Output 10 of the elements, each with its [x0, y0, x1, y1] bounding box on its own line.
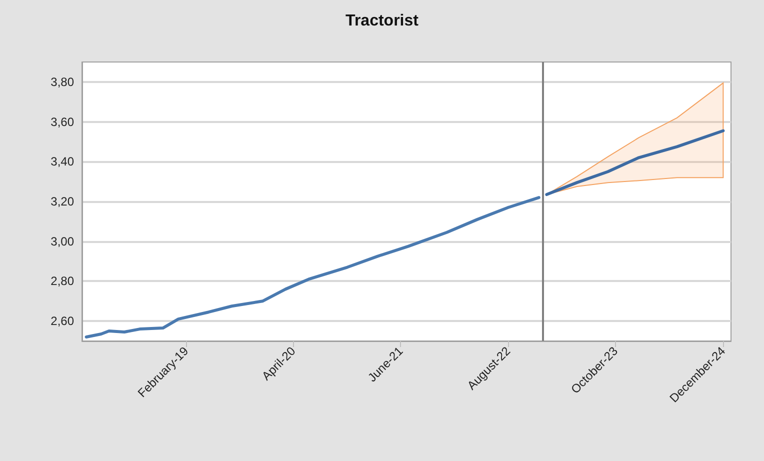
y-tick-label: 3,80: [50, 74, 74, 89]
y-tick-label: 3,00: [50, 234, 74, 248]
y-tick-label: 3,20: [50, 194, 74, 208]
y-tick-label: 3,40: [50, 154, 74, 169]
y-tick-label: 2,60: [50, 314, 74, 328]
chart-title: Tractorist: [346, 12, 420, 30]
line-series: [545, 129, 725, 196]
y-tick-label: 2,80: [50, 274, 74, 288]
y-tick-label: 3,60: [50, 114, 74, 129]
line-series: [84, 196, 540, 339]
